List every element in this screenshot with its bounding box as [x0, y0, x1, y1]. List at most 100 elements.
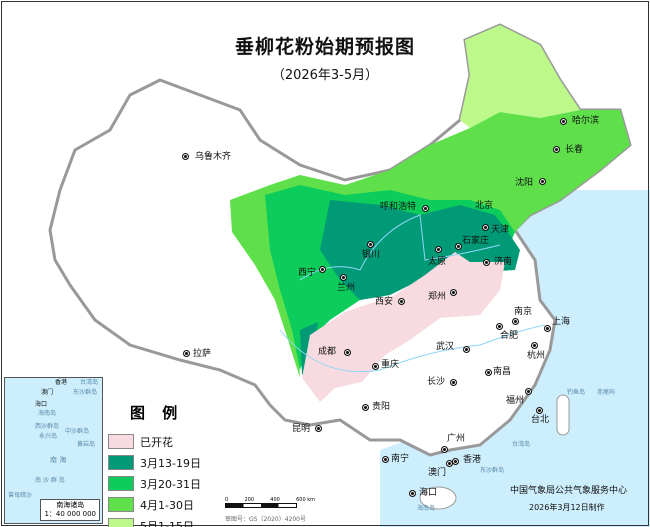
city-dot-icon — [485, 369, 492, 376]
inset-label: 西沙群岛 — [35, 423, 60, 430]
legend-item: 已开花 — [108, 431, 218, 452]
sea-label: 东沙群岛 — [480, 467, 505, 474]
legend-swatch — [108, 497, 134, 512]
city-label: 天津 — [491, 225, 510, 235]
city-label: 昆明 — [292, 424, 311, 434]
city-label: 广州 — [447, 434, 466, 444]
sea-label: 台湾岛 — [512, 441, 531, 448]
city-label: 银川 — [362, 250, 381, 260]
inset-label: 台湾岛 — [80, 379, 99, 386]
city-label: 海口 — [419, 488, 438, 498]
region-apr-1-30 — [230, 110, 630, 378]
sea-label: 海南岛 — [417, 505, 436, 512]
city-dot-icon — [340, 274, 347, 281]
inset-label: 南 沙 群 岛 — [35, 477, 65, 484]
city-dot-icon — [362, 404, 369, 411]
south-china-sea-inset: 香港 澳门 台湾岛 东沙群岛 海口 海南岛 西沙群岛 永兴岛 中沙群岛 黄岩岛 … — [4, 377, 103, 524]
city-label: 呼和浩特 — [380, 202, 417, 212]
city-dot-icon — [315, 425, 322, 432]
inset-label: 海南岛 — [38, 410, 57, 417]
legend-swatch — [108, 455, 134, 470]
city-dot-icon — [435, 246, 442, 253]
city-label: 重庆 — [381, 360, 400, 370]
city-label: 南京 — [514, 307, 533, 317]
city-label: 乌鲁木齐 — [195, 152, 232, 162]
city-label: 南宁 — [391, 454, 410, 464]
scale-tick: 0 — [225, 497, 229, 503]
legend-label: 3月13-19日 — [140, 456, 201, 470]
city-dot-icon — [450, 289, 457, 296]
legend-swatch — [108, 434, 134, 449]
sea-label: 钓鱼岛 — [567, 389, 586, 396]
legend-item: 5月1-15日 — [108, 515, 218, 527]
city-label: 贵阳 — [372, 402, 391, 412]
city-label: 长沙 — [427, 377, 446, 387]
city-label: 西宁 — [298, 268, 317, 278]
city-dot-icon — [536, 407, 543, 414]
city-dot-icon — [183, 350, 190, 357]
city-label: 合肥 — [500, 331, 519, 341]
city-label: 兰州 — [337, 283, 356, 293]
legend-label: 4月1-30日 — [140, 498, 194, 512]
city-label: 福州 — [506, 396, 525, 406]
city-dot-icon — [496, 323, 503, 330]
city-label: 香港 — [463, 455, 482, 465]
scale-tick: 600 km — [296, 497, 315, 503]
city-dot-icon — [446, 460, 453, 467]
city-label: 拉萨 — [193, 349, 212, 359]
inset-title: 南海诸岛 — [56, 501, 85, 509]
city-dot-icon — [544, 325, 551, 332]
city-dot-icon — [512, 318, 519, 325]
taiwan — [556, 394, 570, 436]
city-label: 成都 — [318, 347, 337, 357]
city-label: 哈尔滨 — [572, 116, 600, 126]
yellow-river — [299, 214, 501, 281]
city-dot-icon — [182, 153, 189, 160]
city-label: 杭州 — [527, 351, 546, 361]
city-dot-icon — [319, 266, 326, 273]
city-label: 石家庄 — [462, 236, 490, 246]
city-dot-icon — [525, 388, 532, 395]
legend-label: 已开花 — [140, 435, 173, 449]
city-dot-icon — [531, 342, 538, 349]
city-dot-icon — [409, 490, 416, 497]
city-dot-icon — [367, 241, 374, 248]
legend-item: 3月13-19日 — [108, 452, 218, 473]
inset-label: 南 海 — [50, 456, 67, 464]
legend-item: 3月20-31日 — [108, 473, 218, 494]
scale-bar-graphic — [225, 503, 297, 508]
inset-label: 香港 — [55, 379, 68, 386]
inset-label: 曾母暗沙 — [8, 492, 33, 499]
city-dot-icon — [398, 298, 405, 305]
city-label: 西安 — [375, 297, 394, 307]
city-dot-icon — [539, 178, 546, 185]
city-dot-icon — [344, 349, 351, 356]
inset-label: 海口 — [35, 401, 48, 408]
city-label: 北京 — [475, 201, 494, 211]
city-dot-icon — [560, 118, 567, 125]
issue-date: 2026年3月12日制作 — [529, 503, 605, 512]
inset-caption: 南海诸岛 1：40 000 000 — [40, 499, 100, 521]
city-label: 郑州 — [428, 292, 447, 302]
inset-label: 永兴岛 — [39, 433, 58, 440]
legend-label: 3月20-31日 — [140, 477, 201, 491]
city-label: 武汉 — [436, 342, 455, 352]
sea-label: 赤尾屿 — [597, 389, 616, 396]
scale-tick: 400 — [270, 497, 280, 503]
city-dot-icon — [372, 363, 379, 370]
city-label: 上海 — [552, 317, 571, 327]
inset-label: 澳门 — [41, 389, 54, 396]
scale-tick: 200 — [244, 497, 254, 503]
city-dot-icon — [463, 346, 470, 353]
city-dot-icon — [452, 458, 459, 465]
scale-ticks: 0 200 400 600 km — [225, 497, 315, 503]
legend-swatch — [108, 476, 134, 491]
inset-label: 中沙群岛 — [65, 428, 90, 435]
city-dot-icon — [382, 456, 389, 463]
credit: 中国气象局公共气象服务中心 — [510, 486, 628, 496]
yangtze-river — [279, 324, 546, 373]
legend-title: 图 例 — [130, 404, 184, 422]
city-label: 济南 — [494, 257, 513, 267]
